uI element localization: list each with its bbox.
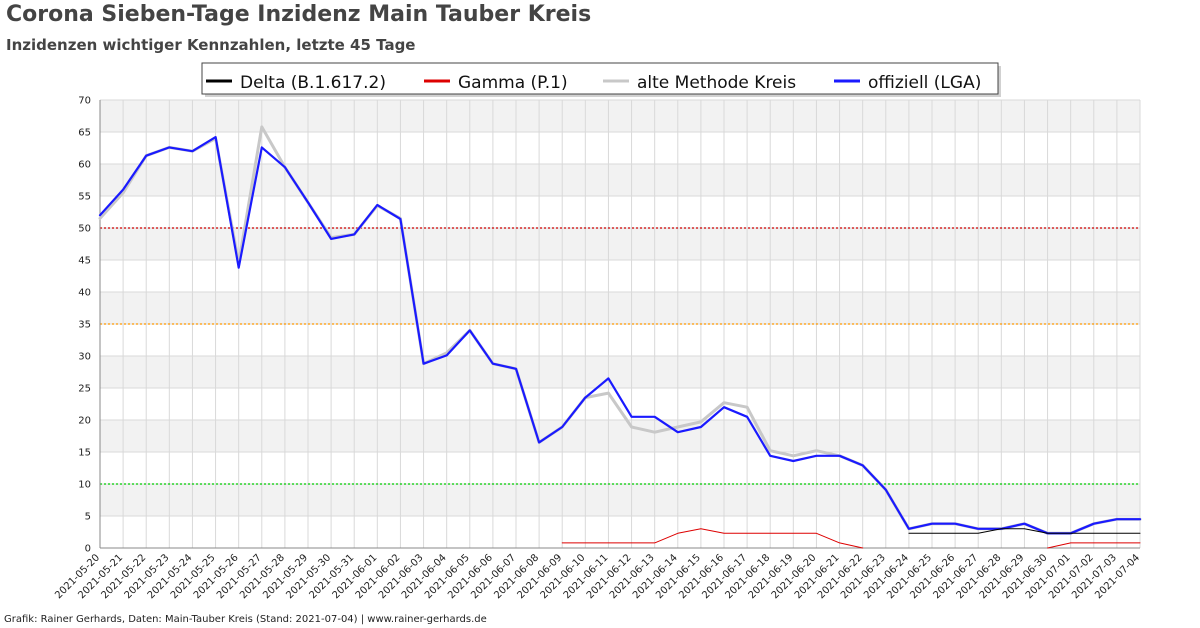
series-line-1	[561, 528, 1141, 549]
background-band	[100, 484, 1140, 516]
background-bands	[100, 100, 1140, 516]
x-axis-ticks: 2021-05-202021-05-212021-05-222021-05-23…	[53, 552, 1142, 601]
axes	[99, 100, 1140, 549]
chart-title: Corona Sieben-Tage Inzidenz Main Tauber …	[6, 2, 592, 27]
background-band	[100, 164, 1140, 196]
series-lines	[98, 125, 1142, 549]
legend-label: Gamma (P.1)	[458, 73, 568, 93]
legend: Delta (B.1.617.2) Gamma (P.1) alte Methode…	[201, 62, 1001, 97]
y-tick-label: 45	[78, 256, 91, 267]
series-line-3	[98, 136, 1142, 535]
legend-label: alte Methode Kreis	[637, 73, 796, 93]
background-band	[100, 420, 1140, 452]
background-band	[100, 100, 1140, 132]
legend-label: offiziell (LGA)	[868, 73, 981, 93]
legend-box	[201, 62, 999, 95]
y-tick-label: 35	[78, 320, 91, 331]
y-tick-label: 30	[78, 352, 91, 363]
chart-subtitle: Inzidenzen wichtiger Kennzahlen, letzte …	[6, 36, 416, 54]
y-tick-label: 5	[85, 512, 91, 523]
y-tick-label: 70	[78, 96, 91, 107]
y-tick-label: 60	[78, 160, 91, 171]
y-tick-label: 10	[78, 480, 91, 491]
background-band	[100, 228, 1140, 260]
grid-lines	[99, 99, 1141, 549]
series-line-0	[908, 528, 1141, 534]
y-tick-label: 25	[78, 384, 91, 395]
y-tick-label: 55	[78, 192, 91, 203]
y-tick-label: 65	[78, 128, 91, 139]
legend-label: Delta (B.1.617.2)	[240, 73, 386, 93]
footer-credit: Grafik: Rainer Gerhards, Daten: Main-Tau…	[4, 614, 487, 625]
y-tick-label: 50	[78, 224, 91, 235]
y-tick-label: 15	[78, 448, 91, 459]
background-band	[100, 292, 1140, 324]
y-axis-ticks: 0 5 10 15 20 25 30 35 40 45 50 55 60 65 70	[78, 96, 91, 555]
y-tick-label: 0	[85, 544, 91, 555]
y-tick-label: 40	[78, 288, 91, 299]
y-tick-label: 20	[78, 416, 91, 427]
background-band	[100, 356, 1140, 388]
threshold-lines	[100, 227, 1140, 485]
